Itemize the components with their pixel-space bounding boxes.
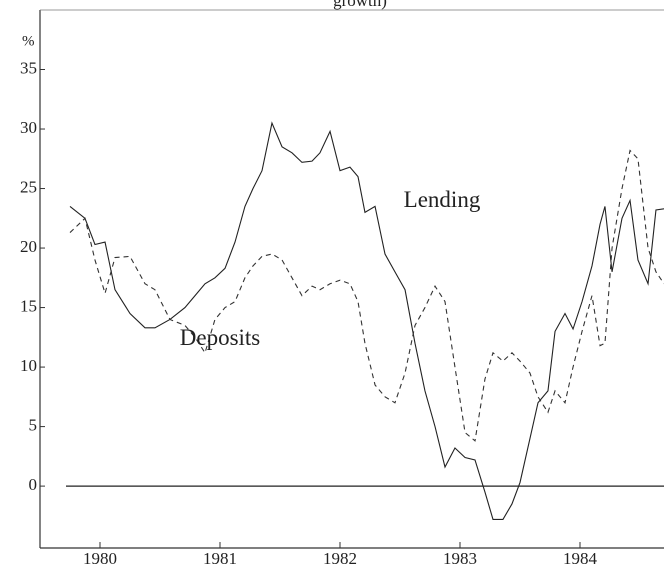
- x-tick-label: 1984: [563, 549, 598, 568]
- y-tick-label: 20: [20, 237, 37, 256]
- series-label: Deposits: [180, 325, 261, 350]
- chart-title: growth): [333, 0, 387, 10]
- x-tick-label: 1983: [443, 549, 477, 568]
- y-unit: %: [22, 33, 35, 49]
- series-label: Lending: [404, 187, 481, 212]
- y-tick-label: 15: [20, 296, 37, 315]
- x-tick-label: 1981: [203, 549, 237, 568]
- y-tick-label: 5: [29, 415, 38, 434]
- y-tick-label: 10: [20, 356, 37, 375]
- x-tick-label: 1980: [83, 549, 117, 568]
- series-line: [69, 121, 664, 520]
- y-tick-label: 30: [20, 118, 37, 137]
- y-tick-label: 0: [29, 475, 38, 494]
- y-tick-label: 35: [20, 58, 37, 77]
- series-line: [69, 149, 664, 442]
- x-tick-label: 1982: [323, 549, 357, 568]
- y-tick-label: 25: [20, 177, 37, 196]
